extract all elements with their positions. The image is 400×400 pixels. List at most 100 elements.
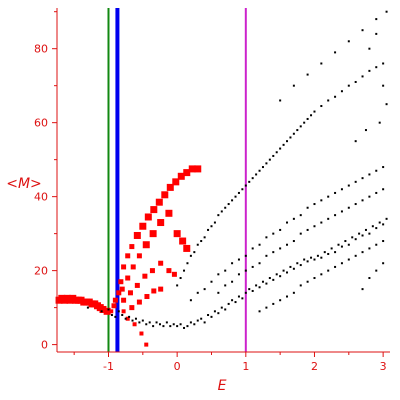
- data-point-red: [161, 191, 169, 199]
- data-point-black: [306, 228, 309, 231]
- data-point-red: [109, 309, 114, 314]
- data-point-black: [203, 236, 206, 239]
- data-point-red: [125, 275, 131, 281]
- data-point-black: [138, 321, 141, 324]
- data-point-black: [385, 217, 388, 220]
- data-point-black: [361, 177, 364, 180]
- data-point-black: [227, 203, 230, 206]
- data-point-black: [299, 232, 302, 235]
- data-point-black: [320, 62, 323, 65]
- data-point-black: [354, 140, 357, 143]
- data-point-black: [378, 121, 381, 124]
- data-point-black: [299, 214, 302, 217]
- data-point-red: [183, 169, 191, 177]
- data-point-black: [286, 295, 289, 298]
- data-point-black: [347, 40, 350, 43]
- data-point-black: [347, 184, 350, 187]
- data-point-red: [139, 222, 147, 230]
- data-point-black: [141, 319, 144, 322]
- axes: [56, 8, 390, 353]
- data-point-black: [347, 206, 350, 209]
- y-tick-label: 0: [41, 339, 48, 352]
- data-point-black: [100, 310, 103, 313]
- data-point-black: [375, 269, 378, 272]
- data-point-black: [251, 177, 254, 180]
- data-point-red: [158, 260, 164, 266]
- data-point-black: [258, 310, 261, 313]
- data-point-black: [210, 315, 213, 318]
- data-point-black: [217, 291, 220, 294]
- data-point-black: [231, 262, 234, 265]
- data-point-black: [145, 323, 148, 326]
- data-point-black: [320, 199, 323, 202]
- data-point-black: [279, 275, 282, 278]
- data-point-red: [127, 290, 133, 296]
- data-point-black: [368, 277, 371, 280]
- data-point-black: [368, 247, 371, 250]
- data-point-black: [306, 206, 309, 209]
- data-point-black: [213, 221, 216, 224]
- data-point-black: [176, 284, 179, 287]
- data-point-black: [299, 284, 302, 287]
- data-point-black: [340, 90, 343, 93]
- data-point-black: [169, 325, 172, 328]
- data-point-black: [382, 84, 385, 87]
- data-point-black: [251, 265, 254, 268]
- data-point-red: [119, 286, 125, 292]
- data-point-black: [313, 258, 316, 261]
- data-point-black: [340, 210, 343, 213]
- data-point-black: [292, 84, 295, 87]
- data-point-black: [375, 169, 378, 172]
- data-point-black: [207, 314, 210, 317]
- data-point-black: [382, 62, 385, 65]
- data-point-black: [354, 254, 357, 257]
- x-tick-label: 3: [380, 360, 387, 373]
- data-point-black: [361, 75, 364, 78]
- data-point-black: [189, 254, 192, 257]
- data-point-black: [330, 247, 333, 250]
- data-point-black: [244, 269, 247, 272]
- data-point-black: [203, 288, 206, 291]
- data-point-black: [237, 273, 240, 276]
- data-point-black: [286, 243, 289, 246]
- data-point-red: [155, 198, 163, 206]
- data-point-red: [188, 165, 196, 173]
- data-point-black: [361, 251, 364, 254]
- data-point-black: [340, 245, 343, 248]
- data-point-red: [132, 322, 137, 327]
- data-point-black: [155, 321, 158, 324]
- data-point-black: [268, 277, 271, 280]
- data-point-black: [86, 306, 89, 309]
- data-point-black: [275, 151, 278, 154]
- data-point-black: [183, 326, 186, 329]
- data-point-black: [189, 321, 192, 324]
- data-point-black: [265, 236, 268, 239]
- data-point-black: [207, 228, 210, 231]
- data-point-black: [114, 315, 117, 318]
- x-tick-label: 0: [174, 360, 181, 373]
- data-point-black: [231, 280, 234, 283]
- data-point-black: [128, 315, 131, 318]
- data-point-black: [261, 280, 264, 283]
- data-point-black: [385, 103, 388, 106]
- data-point-black: [196, 319, 199, 322]
- data-point-black: [347, 243, 350, 246]
- data-point-black: [110, 314, 113, 317]
- data-point-red: [144, 342, 149, 347]
- data-point-red: [136, 253, 142, 259]
- data-point-black: [303, 121, 306, 124]
- data-point-black: [200, 240, 203, 243]
- data-point-black: [234, 301, 237, 304]
- data-point-black: [131, 319, 134, 322]
- data-point-black: [368, 69, 371, 72]
- data-point-black: [292, 132, 295, 135]
- data-point-red: [177, 172, 185, 180]
- data-point-black: [334, 214, 337, 217]
- data-point-black: [334, 51, 337, 54]
- data-point-red: [179, 237, 187, 245]
- data-point-black: [299, 264, 302, 267]
- data-point-black: [189, 299, 192, 302]
- y-tick-label: 60: [34, 117, 48, 130]
- data-point-red: [158, 286, 164, 292]
- data-point-black: [193, 251, 196, 254]
